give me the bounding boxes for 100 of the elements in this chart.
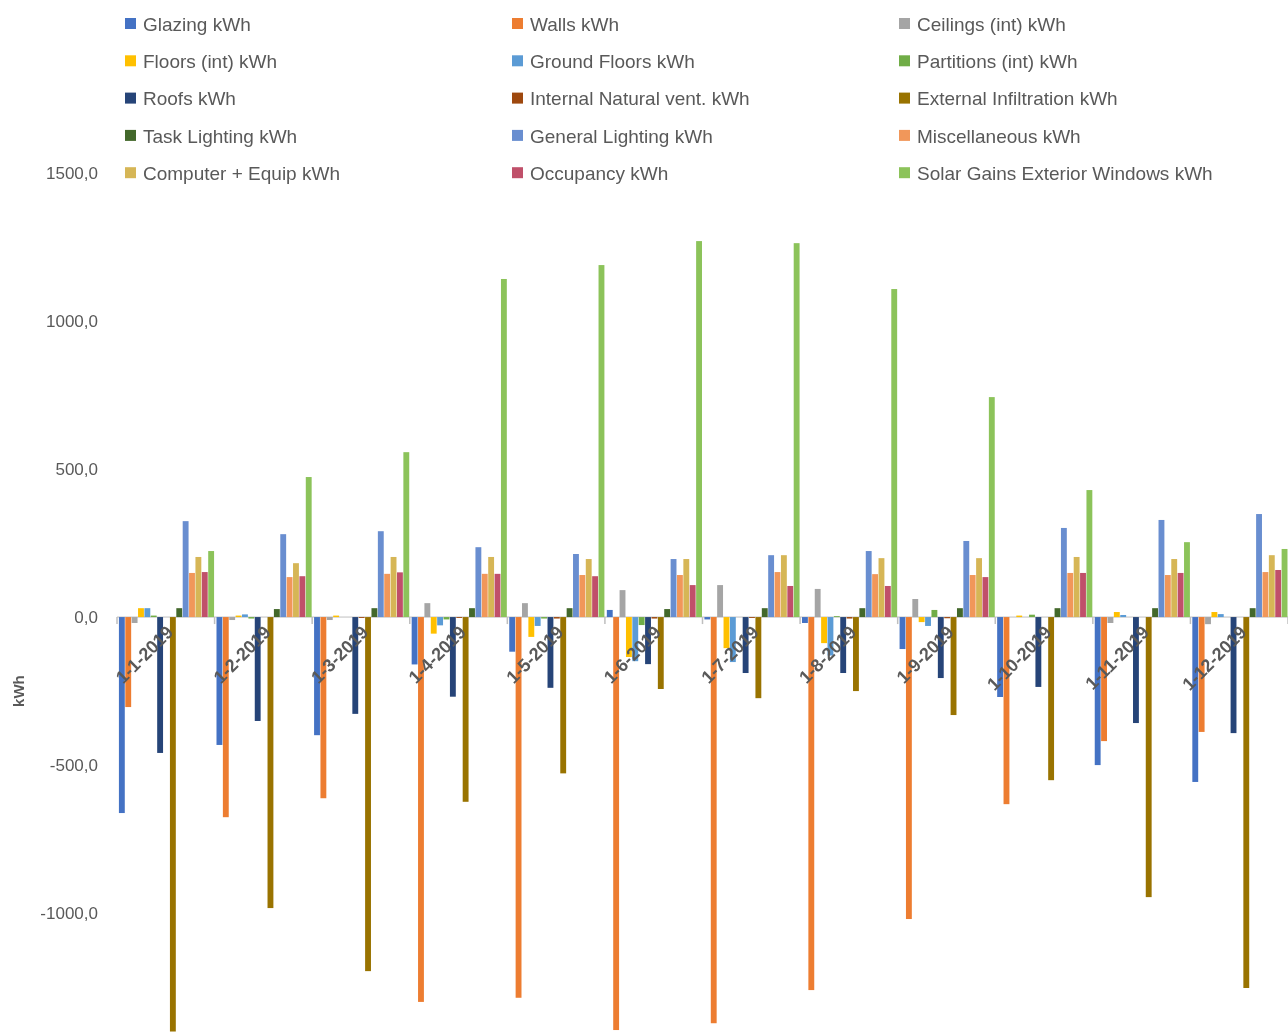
bar — [396, 572, 403, 618]
bar — [131, 617, 138, 623]
bar — [286, 577, 293, 618]
bar — [689, 585, 696, 618]
legend-label: Walls kWh — [530, 13, 620, 35]
y-tick-label: 0,0 — [74, 608, 98, 628]
bar — [176, 608, 183, 618]
bar — [144, 608, 151, 618]
bar — [189, 572, 195, 618]
legend-label: Occupancy kWh — [530, 162, 669, 184]
legend-label: Internal Natural vent. kWh — [530, 88, 750, 110]
bar — [208, 551, 215, 618]
bar — [522, 603, 528, 618]
bar — [853, 617, 859, 692]
bar — [918, 617, 925, 623]
y-tick-label: 500,0 — [55, 459, 98, 479]
bar — [280, 534, 287, 618]
bar — [365, 617, 371, 972]
bar — [384, 573, 391, 618]
bar — [585, 559, 592, 618]
legend-label: Computer + Equip kWh — [143, 162, 340, 184]
bar — [1113, 612, 1120, 618]
bar — [912, 599, 919, 618]
bar — [1217, 614, 1224, 618]
legend-label: Task Lighting kWh — [143, 125, 298, 147]
bar — [201, 572, 208, 618]
bar — [872, 574, 879, 618]
bar — [371, 608, 378, 618]
bar — [664, 609, 671, 618]
bar — [780, 555, 787, 618]
bar — [1262, 572, 1269, 618]
bar — [676, 575, 683, 618]
bar — [377, 531, 384, 618]
legend-label: Solar Gains Exterior Windows kWh — [917, 162, 1213, 184]
bar — [976, 558, 982, 618]
bar — [1249, 608, 1256, 618]
bar — [956, 608, 963, 618]
bar — [403, 452, 410, 618]
bar — [560, 617, 567, 774]
bar — [793, 243, 800, 618]
y-tick-label: 1500,0 — [46, 163, 98, 183]
bar — [1205, 617, 1211, 625]
bar — [1243, 617, 1250, 988]
bar — [1073, 556, 1080, 618]
bar — [293, 563, 299, 618]
bar — [573, 554, 579, 618]
bar — [1080, 572, 1086, 618]
bar — [1211, 612, 1218, 618]
bar — [1152, 608, 1159, 618]
bar — [787, 585, 794, 618]
bar — [925, 617, 931, 626]
bar — [696, 241, 702, 618]
bar — [931, 609, 938, 618]
bar — [182, 521, 189, 618]
bar — [884, 585, 891, 618]
bar — [1067, 572, 1074, 618]
bar — [1048, 617, 1055, 781]
bar — [802, 617, 808, 623]
bar — [1171, 559, 1178, 618]
bar — [305, 477, 312, 618]
bar — [1060, 527, 1067, 618]
bar — [592, 576, 599, 618]
bar — [475, 547, 482, 618]
bar — [865, 551, 872, 618]
bar — [891, 289, 898, 618]
bar — [1164, 575, 1171, 618]
bar — [138, 608, 144, 618]
bar — [424, 603, 431, 618]
legend-label: Glazing kWh — [143, 13, 251, 35]
y-axis-title: kWh — [10, 675, 27, 707]
legend-label: Partitions (int) kWh — [917, 50, 1078, 72]
bar — [299, 576, 306, 618]
bar — [1268, 555, 1275, 618]
bar — [1256, 514, 1262, 618]
legend-label: Floors (int) kWh — [143, 50, 278, 72]
bar — [242, 614, 248, 618]
bar — [1184, 542, 1190, 618]
bar — [195, 556, 202, 618]
bar — [566, 608, 573, 618]
y-tick-label: -500,0 — [49, 756, 98, 776]
y-tick-label: 1000,0 — [46, 311, 98, 331]
y-tick-label: -1000,0 — [40, 904, 98, 924]
bar — [963, 540, 970, 618]
bar — [579, 575, 586, 618]
legend-label: General Lighting kWh — [530, 125, 713, 147]
bar — [1275, 569, 1282, 618]
legend-label: Roofs kWh — [143, 88, 236, 110]
bar — [500, 278, 507, 618]
bar — [606, 609, 613, 618]
bar — [229, 617, 236, 621]
bar — [1177, 572, 1184, 618]
bar — [534, 617, 541, 626]
bar — [1120, 614, 1127, 618]
legend-label: Miscellaneous kWh — [917, 125, 1081, 147]
bar — [273, 609, 280, 618]
legend-label: External Infiltration kWh — [917, 88, 1118, 110]
bar — [859, 608, 866, 618]
bar — [768, 555, 775, 618]
bar — [469, 608, 475, 618]
bar — [326, 617, 333, 621]
